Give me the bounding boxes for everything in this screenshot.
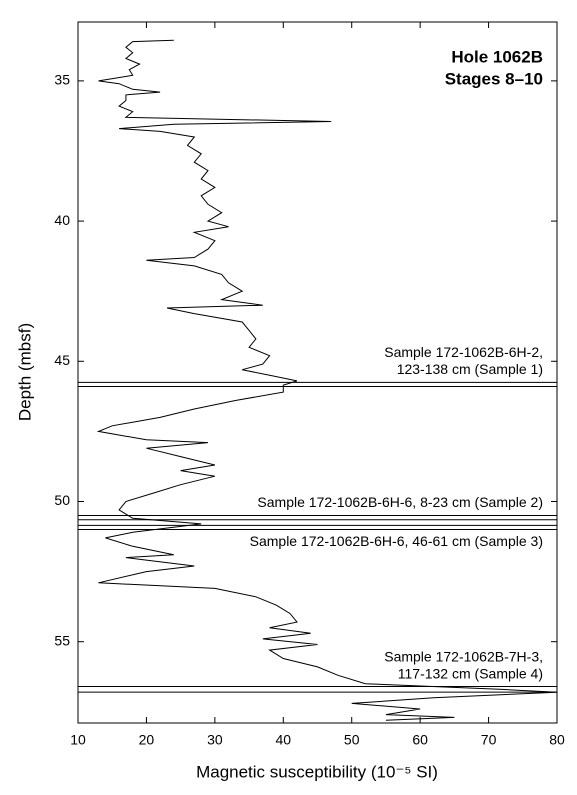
x-tick-label: 40 (275, 732, 291, 748)
sample-label: 117-132 cm (Sample 4) (398, 665, 543, 681)
y-tick-label: 45 (54, 352, 70, 368)
sample-label: 123-138 cm (Sample 1) (397, 361, 543, 377)
sample-label: Sample 172-1062B-6H-6, 8-23 cm (Sample 2… (257, 494, 543, 510)
y-tick-label: 40 (54, 212, 70, 228)
chart-title: Stages 8–10 (445, 69, 543, 88)
sample-label: Sample 172-1062B-6H-6, 46-61 cm (Sample … (250, 533, 543, 549)
sample-label: Sample 172-1062B-6H-2, (384, 344, 543, 360)
y-tick-label: 55 (54, 632, 70, 648)
y-tick-label: 50 (54, 492, 70, 508)
y-axis-label: Depth (mbsf) (15, 323, 34, 421)
sample-label: Sample 172-1062B-7H-3, (384, 648, 543, 664)
x-tick-label: 50 (344, 732, 360, 748)
data-line (96, 39, 558, 721)
plot-frame (77, 21, 558, 724)
x-tick-label: 30 (207, 732, 223, 748)
x-tick-label: 60 (412, 732, 428, 748)
x-tick-label: 70 (481, 732, 497, 748)
x-tick-label: 80 (549, 732, 565, 748)
chart-title: Hole 1062B (451, 47, 543, 66)
y-tick-label: 35 (54, 72, 70, 88)
x-axis-label: Magnetic susceptibility (10⁻⁵ SI) (196, 762, 438, 781)
x-tick-label: 20 (139, 732, 155, 748)
x-tick-label: 10 (70, 732, 86, 748)
